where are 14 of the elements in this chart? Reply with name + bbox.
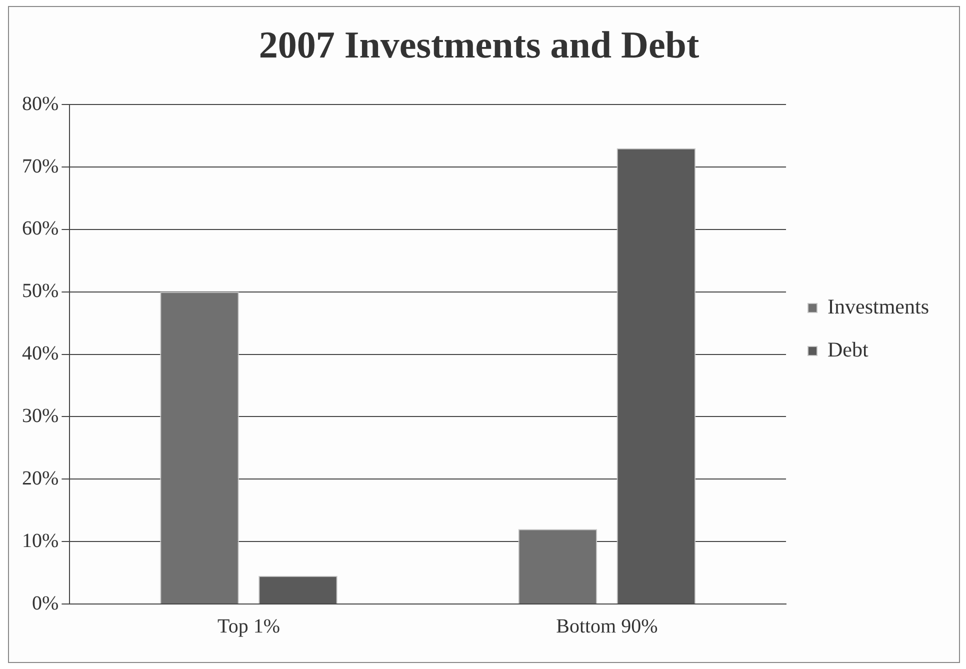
x-tick-label: Top 1% bbox=[218, 615, 280, 638]
y-tick-label: 50% bbox=[22, 280, 59, 302]
chart-title: 2007 Investments and Debt bbox=[258, 24, 700, 67]
y-tick-label: 10% bbox=[22, 530, 59, 552]
y-tick-label: 60% bbox=[22, 218, 59, 240]
legend-label: Debt bbox=[828, 338, 869, 362]
y-tick-label: 40% bbox=[22, 342, 59, 365]
y-tick-label: 30% bbox=[22, 404, 59, 427]
y-tick-label: 0% bbox=[32, 592, 59, 614]
y-tick-label: 20% bbox=[22, 467, 59, 490]
x-tick-label: Bottom 90% bbox=[556, 615, 658, 638]
y-tick-label: 70% bbox=[22, 155, 59, 178]
y-tick-label: 80% bbox=[22, 92, 59, 115]
legend-label: Investments bbox=[828, 294, 929, 319]
